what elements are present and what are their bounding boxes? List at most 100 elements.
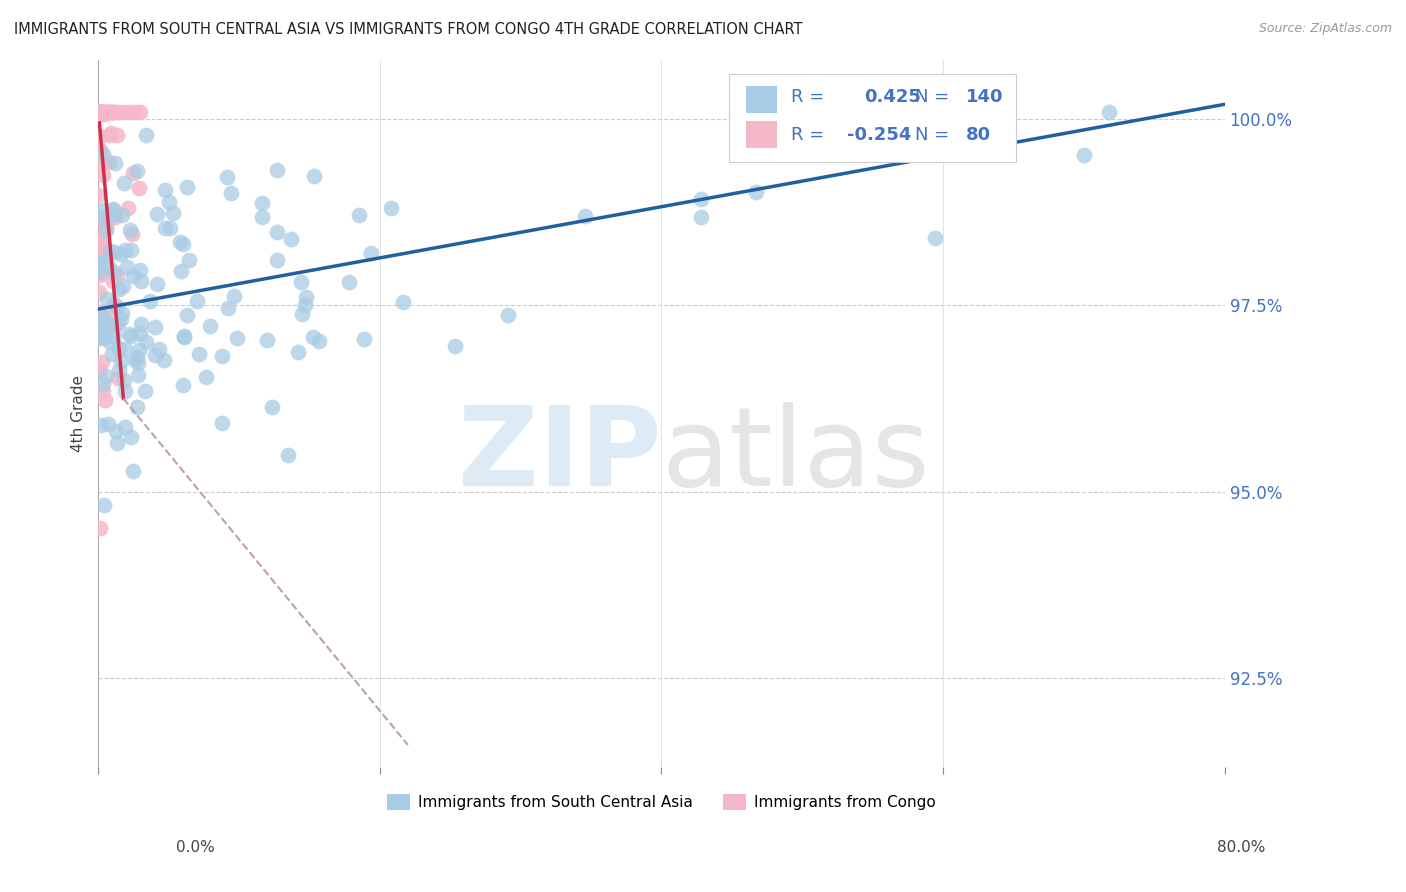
Point [87,140,110,154]
Point [690,192,713,206]
Point [89,254,111,268]
Point [87,232,110,246]
Point [107,104,129,119]
Point [89,104,111,119]
Point [139,293,162,308]
Point [287,344,309,359]
Point [172,236,194,251]
Text: 0.425: 0.425 [865,88,921,106]
Point [108,341,131,355]
Point [574,209,596,223]
Point [146,277,169,292]
Point [89,104,111,119]
Text: IMMIGRANTS FROM SOUTH CENTRAL ASIA VS IMMIGRANTS FROM CONGO 4TH GRADE CORRELATIO: IMMIGRANTS FROM SOUTH CENTRAL ASIA VS IM… [14,22,803,37]
Point [89,521,111,535]
Point [152,352,174,367]
Point [157,194,180,209]
Point [91,212,114,227]
Point [91,104,114,119]
Point [114,343,136,357]
Point [124,104,146,119]
Point [250,196,273,211]
Bar [745,86,778,112]
Point [120,222,142,236]
Point [87,285,110,300]
Point [97,104,120,119]
Point [124,353,146,368]
Point [87,363,110,377]
Point [689,210,711,224]
Point [129,326,152,340]
Text: atlas: atlas [661,402,929,509]
Point [194,369,217,384]
Point [169,264,191,278]
Point [215,170,238,185]
Point [302,169,325,183]
Point [103,297,125,311]
Point [110,247,132,261]
Point [87,104,110,119]
Text: R =: R = [792,127,824,145]
Point [391,294,413,309]
Point [256,333,278,347]
Point [90,106,112,120]
Point [89,307,111,321]
Point [96,213,118,227]
Point [173,329,195,343]
Point [266,225,288,239]
Point [89,256,111,270]
Point [94,104,117,119]
Point [104,211,127,225]
Point [91,156,114,170]
Point [94,223,117,237]
Point [110,354,132,368]
Point [134,384,156,398]
Y-axis label: 4th Grade: 4th Grade [72,375,86,452]
Point [93,331,115,345]
Text: 80: 80 [966,127,991,145]
Text: Source: ZipAtlas.com: Source: ZipAtlas.com [1258,22,1392,36]
Point [934,116,956,130]
Point [122,464,145,478]
Point [104,424,127,438]
Point [103,300,125,314]
Point [127,368,149,382]
Point [291,307,314,321]
Point [103,104,125,119]
Point [135,334,157,349]
Point [87,188,110,202]
Point [101,202,124,217]
Point [105,300,128,314]
Point [114,243,136,257]
Point [128,181,150,195]
Point [96,293,118,307]
Point [114,420,136,434]
Point [173,329,195,343]
Point [266,162,288,177]
Point [219,186,242,200]
Point [89,305,111,319]
Point [143,319,166,334]
Point [93,393,115,408]
Point [217,301,239,315]
Point [105,128,128,143]
Point [146,207,169,221]
Point [87,145,110,159]
Point [87,104,110,119]
Point [125,350,148,364]
Point [103,328,125,343]
Point [120,329,142,343]
Point [266,253,288,268]
Point [148,342,170,356]
Point [101,347,124,361]
Point [301,330,323,344]
Legend: Immigrants from South Central Asia, Immigrants from Congo: Immigrants from South Central Asia, Immi… [381,788,942,816]
Point [118,327,141,342]
Point [111,104,134,119]
Point [91,104,114,119]
Point [108,363,131,377]
Point [87,104,110,119]
Point [101,202,124,216]
Point [89,128,111,143]
Point [91,377,114,392]
